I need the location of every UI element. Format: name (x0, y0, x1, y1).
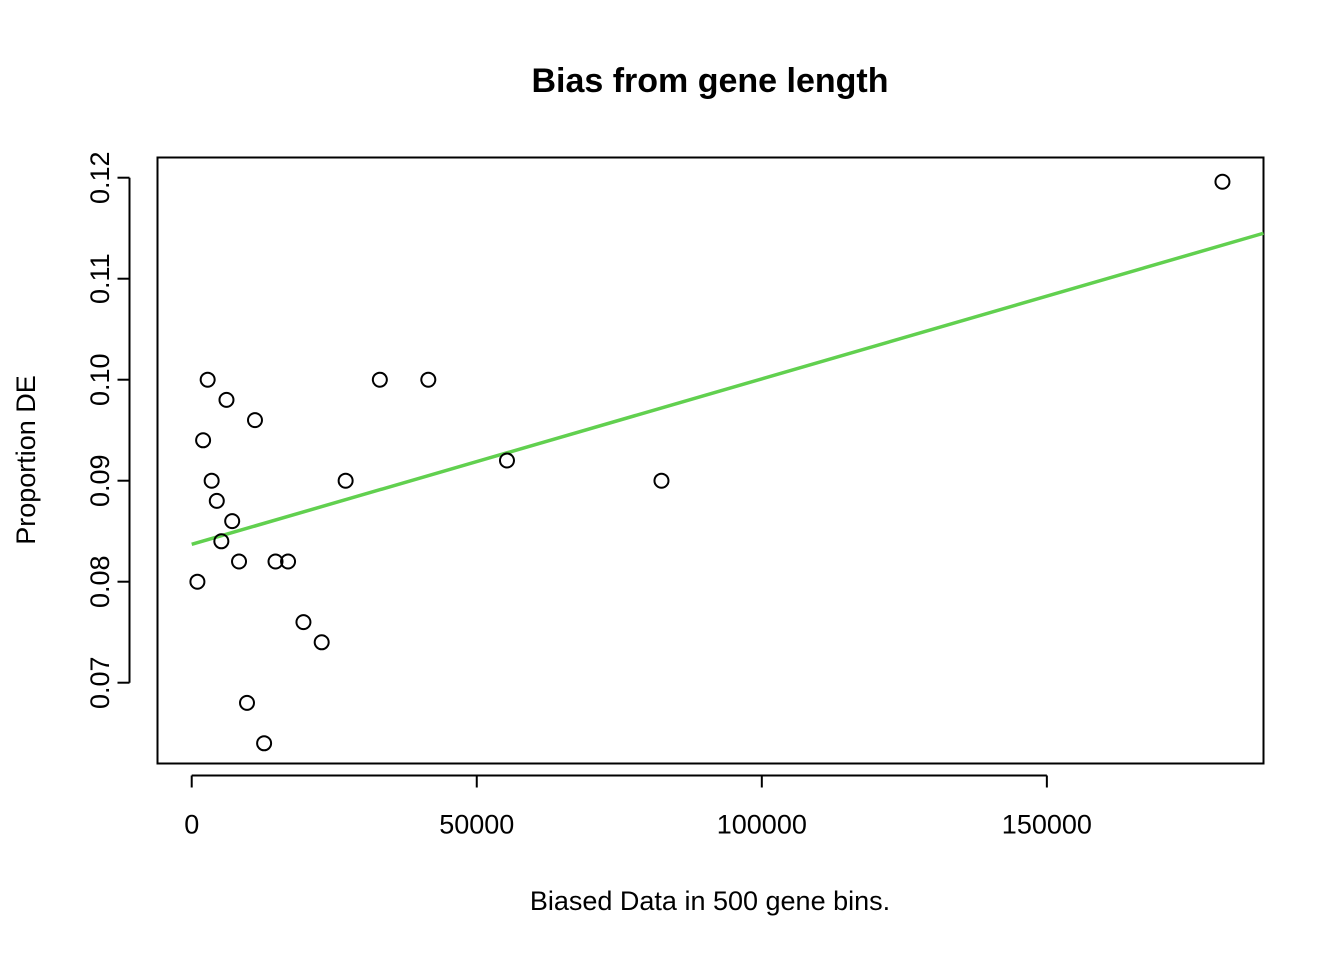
x-tick-label: 0 (184, 810, 199, 840)
y-tick-label: 0.10 (85, 353, 115, 406)
x-tick-label: 150000 (1002, 810, 1092, 840)
y-axis: 0.07 0.08 0.09 0.10 0.11 0.12 (85, 151, 131, 709)
data-point (313, 634, 330, 651)
data-point (218, 391, 235, 408)
data-point (231, 553, 248, 570)
data-point (256, 735, 273, 752)
x-axis: 0 50000 100000 150000 (184, 774, 1092, 840)
x-tick-label: 100000 (717, 810, 807, 840)
plot-frame (156, 156, 1265, 765)
y-tick-label: 0.08 (85, 555, 115, 608)
data-point (195, 432, 212, 449)
data-point (280, 553, 297, 570)
data-point (246, 412, 263, 429)
data-point (371, 371, 388, 388)
y-tick-label: 0.07 (85, 656, 115, 709)
data-point (189, 573, 206, 590)
y-axis-label: Proportion DE (11, 375, 41, 545)
data-point (213, 533, 230, 550)
data-point (295, 614, 312, 631)
chart-title: Bias from gene length (531, 62, 888, 100)
data-point (1214, 173, 1231, 190)
data-point (653, 472, 670, 489)
y-tick-label: 0.12 (85, 151, 115, 204)
data-point (337, 472, 354, 489)
data-point (199, 371, 216, 388)
x-tick-label: 50000 (439, 810, 514, 840)
data-point (420, 371, 437, 388)
data-point (208, 492, 225, 509)
y-tick-label: 0.09 (85, 454, 115, 507)
y-tick-label: 0.11 (85, 253, 115, 304)
points-layer (189, 173, 1231, 752)
fit-line (191, 231, 1264, 547)
data-point (203, 472, 220, 489)
fit-line-layer (191, 231, 1264, 547)
data-point (224, 513, 241, 530)
data-point (239, 694, 256, 711)
data-point (267, 553, 284, 570)
data-point (498, 452, 515, 469)
x-axis-label: Biased Data in 500 gene bins. (530, 886, 890, 916)
